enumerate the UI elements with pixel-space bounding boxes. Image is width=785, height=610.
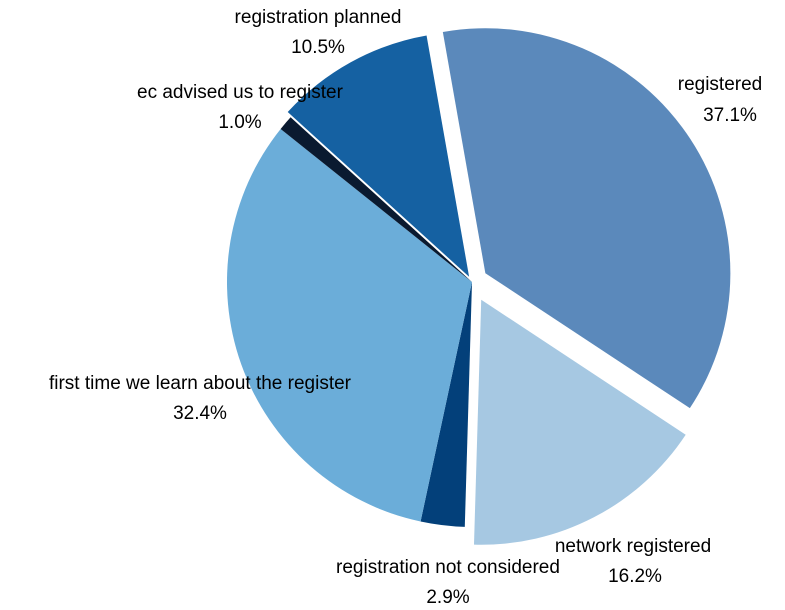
value-label: 2.9% <box>426 587 469 608</box>
value-label: 32.4% <box>173 403 227 424</box>
slice-label: network registered <box>555 536 711 557</box>
slice-label: registered <box>678 74 763 95</box>
pie-slice <box>420 282 472 527</box>
value-label: 37.1% <box>703 105 757 126</box>
pie-slice <box>227 129 472 522</box>
pie-slice <box>442 28 731 409</box>
value-label: 10.5% <box>291 37 345 58</box>
pie-slice <box>280 117 472 282</box>
pie-slice <box>287 35 470 277</box>
pie-slice <box>473 299 686 545</box>
slice-label: registration not considered <box>336 557 560 578</box>
slice-label: ec advised us to register <box>137 82 344 103</box>
slice-label: first time we learn about the register <box>49 373 352 394</box>
value-label: 16.2% <box>608 566 662 587</box>
value-label: 1.0% <box>218 112 261 133</box>
slice-label: registration planned <box>235 7 402 28</box>
